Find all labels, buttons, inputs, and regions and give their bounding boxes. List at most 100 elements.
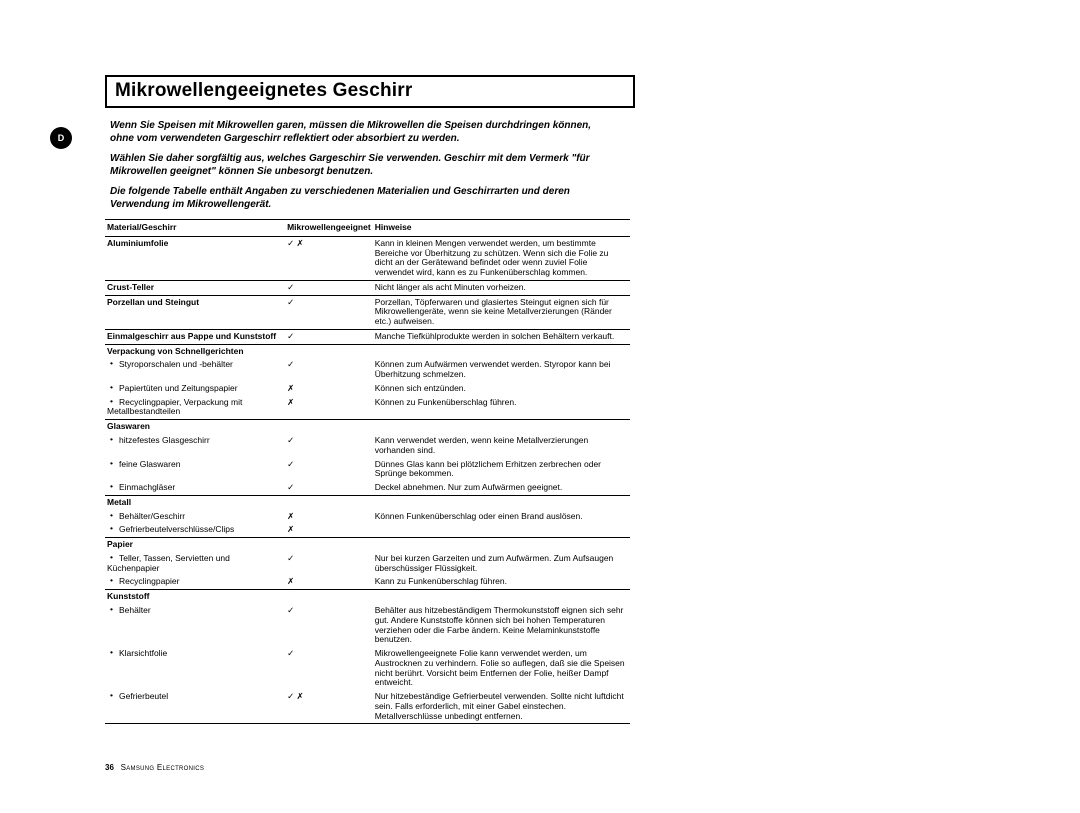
table-header: Material/Geschirr Mikrowellengeeignet Hi…	[105, 220, 630, 237]
header-suitable: Mikrowellengeeignet	[285, 220, 373, 237]
cell-suitable	[285, 496, 373, 510]
cell-suitable	[285, 345, 373, 359]
cell-notes: Nur bei kurzen Garzeiten und zum Aufwärm…	[373, 552, 630, 576]
cell-suitable: ✓	[285, 458, 373, 482]
table-row: Porzellan und Steingut✓Porzellan, Töpfer…	[105, 296, 630, 330]
cell-notes	[373, 538, 630, 552]
cell-suitable: ✓	[285, 434, 373, 458]
table-row: Einmalgeschirr aus Pappe und Kunststoff✓…	[105, 330, 630, 344]
page-title: Mikrowellengeeignetes Geschirr	[115, 80, 625, 102]
table-row: Glaswaren	[105, 420, 630, 434]
cell-suitable: ✓	[285, 481, 373, 495]
header-notes: Hinweise	[373, 220, 630, 237]
company-name: Samsung Electronics	[121, 763, 205, 772]
cell-notes: Deckel abnehmen. Nur zum Aufwärmen geeig…	[373, 481, 630, 495]
cell-notes	[373, 420, 630, 434]
manual-page: Mikrowellengeeignetes Geschirr D Wenn Si…	[50, 75, 620, 724]
cell-material: Kunststoff	[105, 590, 285, 604]
cell-material: Gefrierbeutelverschlüsse/Clips	[105, 523, 285, 537]
cell-notes: Nur hitzebeständige Gefrierbeutel verwen…	[373, 690, 630, 724]
cell-notes: Können sich entzünden.	[373, 382, 630, 396]
cell-material: Behälter/Geschirr	[105, 510, 285, 524]
cell-suitable	[285, 420, 373, 434]
cell-material: Teller, Tassen, Servietten und Küchenpap…	[105, 552, 285, 576]
header-material: Material/Geschirr	[105, 220, 285, 237]
cell-notes: Porzellan, Töpferwaren und glasiertes St…	[373, 296, 630, 330]
cell-material: Papier	[105, 538, 285, 552]
cell-material: Einmalgeschirr aus Pappe und Kunststoff	[105, 330, 285, 344]
cell-material: Styroporschalen und -behälter	[105, 358, 285, 382]
table-row: Crust-Teller✓Nicht länger als acht Minut…	[105, 281, 630, 295]
cell-suitable: ✓ ✗	[285, 690, 373, 724]
intro-para-1: Wenn Sie Speisen mit Mikrowellen garen, …	[110, 120, 600, 145]
table-row: Papiertüten und Zeitungspapier✗Können si…	[105, 382, 630, 396]
cell-notes: Können zu Funkenüberschlag führen.	[373, 396, 630, 420]
cell-notes	[373, 496, 630, 510]
cell-notes: Kann in kleinen Mengen verwendet werden,…	[373, 236, 630, 280]
intro-text: Wenn Sie Speisen mit Mikrowellen garen, …	[110, 120, 600, 211]
cell-material: Glaswaren	[105, 420, 285, 434]
cell-material: Metall	[105, 496, 285, 510]
cell-material: Porzellan und Steingut	[105, 296, 285, 330]
table-row: Kunststoff	[105, 590, 630, 604]
page-number: 36	[105, 763, 114, 772]
cell-suitable: ✓ ✗	[285, 236, 373, 280]
cell-notes: Behälter aus hitzebeständigem Thermokuns…	[373, 604, 630, 647]
cell-notes: Kann zu Funkenüberschlag führen.	[373, 575, 630, 589]
table-row: Behälter/Geschirr✗Können Funkenüberschla…	[105, 510, 630, 524]
cookware-table: Material/Geschirr Mikrowellengeeignet Hi…	[105, 219, 630, 724]
table-row: Verpackung von Schnellgerichten	[105, 345, 630, 359]
cell-suitable: ✓	[285, 281, 373, 295]
cell-notes: Kann verwendet werden, wenn keine Metall…	[373, 434, 630, 458]
table-row: Recyclingpapier✗Kann zu Funkenüberschlag…	[105, 575, 630, 589]
cell-suitable: ✓	[285, 296, 373, 330]
cell-suitable: ✓	[285, 358, 373, 382]
cell-material: Klarsichtfolie	[105, 647, 285, 690]
table-row: Recyclingpapier, Verpackung mit Metallbe…	[105, 396, 630, 420]
cell-notes: Können zum Aufwärmen verwendet werden. S…	[373, 358, 630, 382]
table-row: Gefrierbeutel✓ ✗Nur hitzebeständige Gefr…	[105, 690, 630, 724]
title-box: Mikrowellengeeignetes Geschirr	[105, 75, 635, 108]
table-row: Aluminiumfolie✓ ✗Kann in kleinen Mengen …	[105, 236, 630, 280]
cell-notes	[373, 590, 630, 604]
cell-material: Papiertüten und Zeitungspapier	[105, 382, 285, 396]
cell-suitable: ✓	[285, 552, 373, 576]
cell-suitable	[285, 538, 373, 552]
cell-suitable: ✗	[285, 396, 373, 420]
cell-suitable: ✓	[285, 330, 373, 344]
language-marker: D	[50, 127, 72, 149]
cell-material: hitzefestes Glasgeschirr	[105, 434, 285, 458]
cell-suitable: ✓	[285, 604, 373, 647]
cell-material: Crust-Teller	[105, 281, 285, 295]
cell-notes: Dünnes Glas kann bei plötzlichem Erhitze…	[373, 458, 630, 482]
cell-material: Aluminiumfolie	[105, 236, 285, 280]
table-row: Teller, Tassen, Servietten und Küchenpap…	[105, 552, 630, 576]
cell-notes	[373, 345, 630, 359]
cell-suitable: ✓	[285, 647, 373, 690]
table-row: Einmachgläser✓Deckel abnehmen. Nur zum A…	[105, 481, 630, 495]
cell-material: Einmachgläser	[105, 481, 285, 495]
intro-para-2: Wählen Sie daher sorgfältig aus, welches…	[110, 153, 600, 178]
cell-notes: Manche Tiefkühlprodukte werden in solche…	[373, 330, 630, 344]
cell-suitable: ✗	[285, 523, 373, 537]
cell-material: Gefrierbeutel	[105, 690, 285, 724]
cell-material: Recyclingpapier	[105, 575, 285, 589]
table-row: Papier	[105, 538, 630, 552]
cell-material: Behälter	[105, 604, 285, 647]
cell-material: Recyclingpapier, Verpackung mit Metallbe…	[105, 396, 285, 420]
table-row: feine Glaswaren✓Dünnes Glas kann bei plö…	[105, 458, 630, 482]
cell-notes	[373, 523, 630, 537]
table-body: Aluminiumfolie✓ ✗Kann in kleinen Mengen …	[105, 236, 630, 724]
cell-suitable: ✗	[285, 382, 373, 396]
table-row: Gefrierbeutelverschlüsse/Clips✗	[105, 523, 630, 537]
table-row: hitzefestes Glasgeschirr✓Kann verwendet …	[105, 434, 630, 458]
table-row: Styroporschalen und -behälter✓Können zum…	[105, 358, 630, 382]
cell-suitable	[285, 590, 373, 604]
cell-notes: Nicht länger als acht Minuten vorheizen.	[373, 281, 630, 295]
cell-notes: Können Funkenüberschlag oder einen Brand…	[373, 510, 630, 524]
cell-material: feine Glaswaren	[105, 458, 285, 482]
page-footer: 36 Samsung Electronics	[105, 763, 204, 772]
cell-notes: Mikrowellengeeignete Folie kann verwende…	[373, 647, 630, 690]
intro-para-3: Die folgende Tabelle enthält Angaben zu …	[110, 186, 600, 211]
table-row: Metall	[105, 496, 630, 510]
